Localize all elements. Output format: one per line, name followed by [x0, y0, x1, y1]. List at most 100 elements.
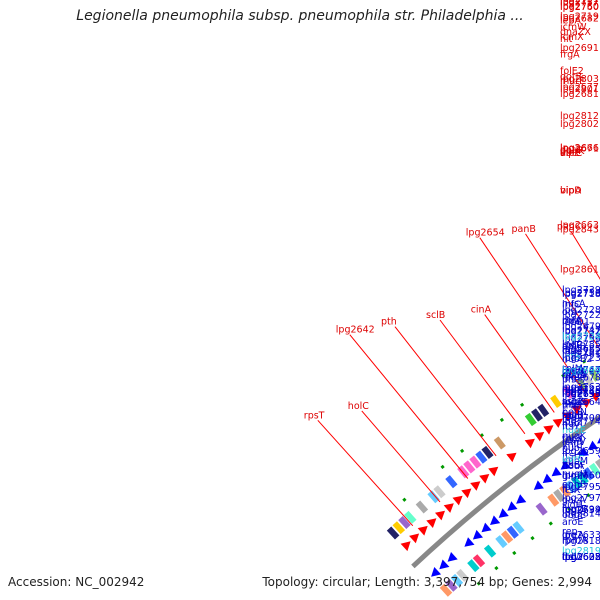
- forward-gene-label: bipA: [560, 185, 582, 196]
- forward-gene-leader: [439, 319, 526, 435]
- reverse-gene-label: lpg2756: [562, 288, 600, 299]
- reverse-gene-label: infB: [562, 352, 581, 363]
- cog-category-box: [392, 521, 406, 535]
- outer-label-layer: lpg2861lpg2843vipDppnKbipAvipElpg2812lpg…: [304, 0, 600, 527]
- reverse-gene-label: nuoA: [562, 369, 587, 380]
- forward-gene-label: lepA: [560, 16, 582, 27]
- cog-category-box: [582, 467, 595, 481]
- reverse-gene-label: nuoC: [562, 383, 587, 394]
- reverse-gene-label: lpg2763: [562, 382, 600, 393]
- reverse-gene-label: thrS: [562, 433, 582, 444]
- forward-gene-label: rpsT: [304, 410, 325, 421]
- reverse-gene-label: lpg2638: [562, 552, 600, 563]
- forward-gene-arrow: [470, 481, 481, 491]
- reverse-gene-label: feoB: [562, 410, 584, 421]
- forward-gene-leader: [361, 410, 441, 503]
- cog-category-box: [553, 489, 566, 503]
- forward-gene-arrow: [417, 525, 428, 536]
- cog-category-box: [535, 502, 548, 516]
- forward-gene-label: hit: [560, 34, 573, 45]
- cog-category-box: [463, 460, 476, 474]
- forward-gene-label: lpg2654: [466, 228, 505, 239]
- forward-gene-label: lpg2843: [560, 225, 599, 236]
- forward-gene-label: ppnK: [560, 146, 585, 157]
- forward-gene-label: dotD: [560, 145, 583, 156]
- forward-gene-label: sclB: [426, 310, 445, 321]
- reverse-gene-label: feoA: [562, 435, 584, 446]
- forward-gene-arrow: [435, 510, 445, 521]
- feature-dot: [494, 565, 499, 571]
- reverse-gene-label: lpg2762: [562, 332, 600, 343]
- reverse-gene-label: rplT: [562, 340, 581, 351]
- feature-dot: [586, 493, 591, 498]
- forward-gene-label: lpg2760: [560, 2, 599, 13]
- cog-category-box: [506, 525, 519, 539]
- reverse-gene-arrow: [439, 559, 450, 570]
- cog-category-box: [439, 583, 453, 597]
- feature-dot: [476, 581, 481, 586]
- forward-gene-arrow: [562, 412, 573, 422]
- reverse-gene-label: nuoN: [562, 385, 587, 396]
- forward-gene-arrow: [534, 432, 545, 442]
- cog-category-box: [531, 408, 543, 422]
- reverse-gene-label: lpg2633: [562, 530, 600, 541]
- reverse-gene-label: greA: [562, 530, 585, 541]
- cog-category-box: [537, 403, 550, 418]
- forward-gene-label: icmX: [560, 32, 584, 43]
- forward-gene-arrow: [443, 503, 454, 513]
- reverse-gene-label: lpg2747: [562, 326, 600, 337]
- forward-gene-label: icmW: [560, 22, 587, 33]
- reverse-gene-label: lpg2722: [562, 310, 600, 321]
- cog-category-box: [398, 516, 411, 529]
- forward-gene-label: lpg2861: [560, 264, 599, 275]
- forward-gene-label: lpg2671: [560, 143, 599, 154]
- forward-gene-label: lpg2677: [560, 82, 599, 93]
- cog-category-box: [588, 368, 600, 382]
- reverse-gene-arrow: [472, 529, 483, 540]
- reverse-gene-label: lepD1: [562, 317, 590, 328]
- reverse-gene-label: truB: [562, 401, 582, 412]
- forward-gene-label: frgA: [560, 50, 580, 61]
- reverse-gene-arrow: [560, 460, 571, 470]
- forward-gene-arrow: [461, 488, 472, 499]
- accession-text: Accession: NC_002942: [8, 575, 145, 589]
- reverse-gene-label: nuoE: [562, 425, 586, 436]
- reverse-gene-label: lpg2664: [562, 397, 600, 408]
- feature-dot: [440, 464, 445, 470]
- reverse-gene-label: pepN: [562, 407, 587, 418]
- reverse-gene-label: nuoJ: [562, 443, 583, 454]
- forward-gene-leader: [570, 231, 600, 280]
- cog-category-box: [445, 475, 458, 489]
- reverse-gene-label: nuoM: [562, 456, 588, 467]
- reverse-gene-label: aroE: [562, 517, 583, 528]
- forward-gene-label: lpg2681: [560, 89, 599, 100]
- reverse-gene-label: nusA: [562, 298, 586, 309]
- reverse-gene-label: lpg2679: [562, 322, 600, 333]
- cog-category-box: [570, 475, 583, 490]
- reverse-gene-label: ppa: [562, 316, 580, 327]
- reverse-gene-label: nuoB2: [562, 354, 592, 365]
- cog-category-box: [512, 520, 525, 535]
- cog-category-box: [450, 573, 464, 587]
- feature-dot: [520, 402, 525, 407]
- cog-category-box: [500, 530, 514, 544]
- forward-gene-label: murE: [560, 76, 585, 87]
- forward-gene-leader: [349, 334, 469, 479]
- reverse-gene-label: ftsX: [562, 485, 581, 496]
- cog-category-box: [582, 372, 594, 387]
- feature-dot: [530, 535, 535, 541]
- reverse-gene-label: nuoG: [562, 397, 587, 408]
- forward-gene-label: dotC: [560, 148, 583, 159]
- forward-gene-label: lpg2717: [560, 0, 599, 7]
- forward-gene-label: folE2: [560, 66, 584, 77]
- reverse-gene-label: miaA: [562, 367, 587, 378]
- forward-gene-label: lpg2682: [560, 14, 599, 25]
- cog-category-box: [524, 412, 537, 427]
- reverse-gene-label: lpg2685: [562, 344, 600, 355]
- cog-category-box: [415, 500, 429, 514]
- forward-gene-leader: [317, 419, 414, 527]
- reverse-gene-label: nuoI: [562, 411, 583, 422]
- forward-gene-label: pth: [381, 317, 397, 328]
- forward-gene-label: lpg2663: [560, 220, 599, 231]
- forward-gene-arrow: [409, 533, 420, 544]
